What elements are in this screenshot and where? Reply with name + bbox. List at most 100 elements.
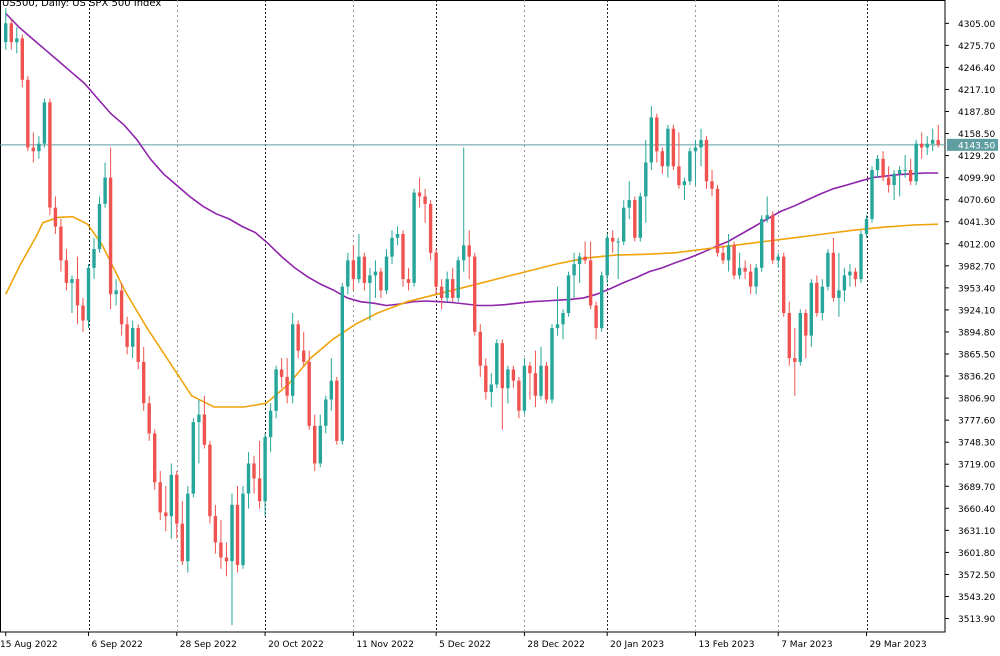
candle-body [820,286,825,313]
candle-body [616,241,620,243]
y-tick-label: 3631.10 [958,527,995,537]
candle-body [500,343,504,389]
candle-body [235,504,240,565]
y-tick-label: 4070.60 [958,196,995,206]
candle-body [555,324,560,329]
candle-body [335,380,339,441]
candle-body [423,196,427,204]
candle-body [892,173,896,186]
candle-body [70,279,74,283]
candle-body [340,286,344,441]
candle-body [75,279,80,306]
candle-body [881,158,885,178]
candle-body [208,444,212,517]
candle-body [42,102,47,144]
y-tick-label: 3806.90 [958,395,995,405]
candle-body [826,252,830,287]
candle-body [462,245,466,261]
candle-body [903,170,907,171]
candle-body [605,237,609,276]
candle-body [644,162,648,197]
candle-body [495,343,499,385]
candle-body [798,313,802,362]
candle-body [506,369,510,389]
candle-body [451,279,455,298]
candle-body [395,234,400,238]
candle-body [782,256,786,313]
current-price-tag-box [947,138,998,151]
candle-body [831,252,836,298]
candle-body [131,328,135,347]
candle-body [897,170,902,174]
candle-body [302,350,306,362]
y-tick-label: 3982.70 [958,262,995,272]
candle-body [572,264,576,276]
candle-body [197,414,201,423]
candle-body [638,196,642,238]
candle-body [351,260,356,280]
candle-body [59,226,63,261]
x-tick-label: 20 Jan 2023 [610,640,664,650]
candle-body [649,117,653,163]
candle-body [379,271,383,291]
candle-body [285,376,289,396]
plot-frame [0,0,946,633]
candle-body [97,203,102,249]
x-tick-label: 28 Dec 2022 [527,640,585,650]
candle-body [726,245,731,261]
candle-body [417,192,422,197]
candle-body [81,305,85,321]
candle-body [837,290,841,298]
candle-body [511,369,516,381]
candle-body [86,267,91,321]
candle-body [765,215,769,219]
candle-body [318,425,322,464]
candle-body [848,271,852,276]
candle-body [313,425,317,464]
candle-body [291,324,295,396]
candle-body [263,437,267,502]
candle-body [119,290,124,325]
candle-body [771,215,775,261]
y-tick-label: 3924.10 [958,306,995,316]
candle-body [246,463,251,494]
candle-body [180,523,184,562]
candle-body [715,188,720,253]
candle-body [588,260,593,306]
candle-body [577,256,582,265]
y-tick-label: 3894.80 [958,328,995,338]
candle-body [324,399,328,426]
candle-body [357,256,361,280]
candle-body [544,365,549,400]
y-tick-label: 3543.20 [958,593,995,603]
candle-body [26,79,30,148]
candle-body [368,275,372,283]
candle-body [566,275,571,313]
candle-body [748,271,753,287]
candle-body [64,260,69,283]
current-price-tag: 4143.50 [947,138,998,151]
candle-body [373,271,378,276]
candle-body [699,139,703,148]
x-tick-label: 6 Sep 2022 [92,640,143,650]
y-tick-label: 3601.80 [958,549,995,559]
candle-body [633,200,637,238]
candle-body [600,275,604,329]
x-tick-label: 20 Oct 2022 [268,640,324,650]
candle-body [147,403,151,434]
y-tick-label: 4158.50 [958,130,995,140]
candle-body [412,192,416,283]
chart-title: US500, Daily: US SPX 500 Index [2,0,162,9]
candle-body [164,512,168,517]
moving-average-slow [5,12,939,307]
candle-body [202,414,207,445]
candle-body [754,267,758,287]
y-tick-label: 4305.00 [958,20,995,30]
candle-body [886,177,891,186]
y-tick-label: 4099.90 [958,174,995,184]
candle-body [108,177,113,295]
candle-body [842,275,847,291]
x-tick-label: 29 Mar 2023 [870,640,927,650]
